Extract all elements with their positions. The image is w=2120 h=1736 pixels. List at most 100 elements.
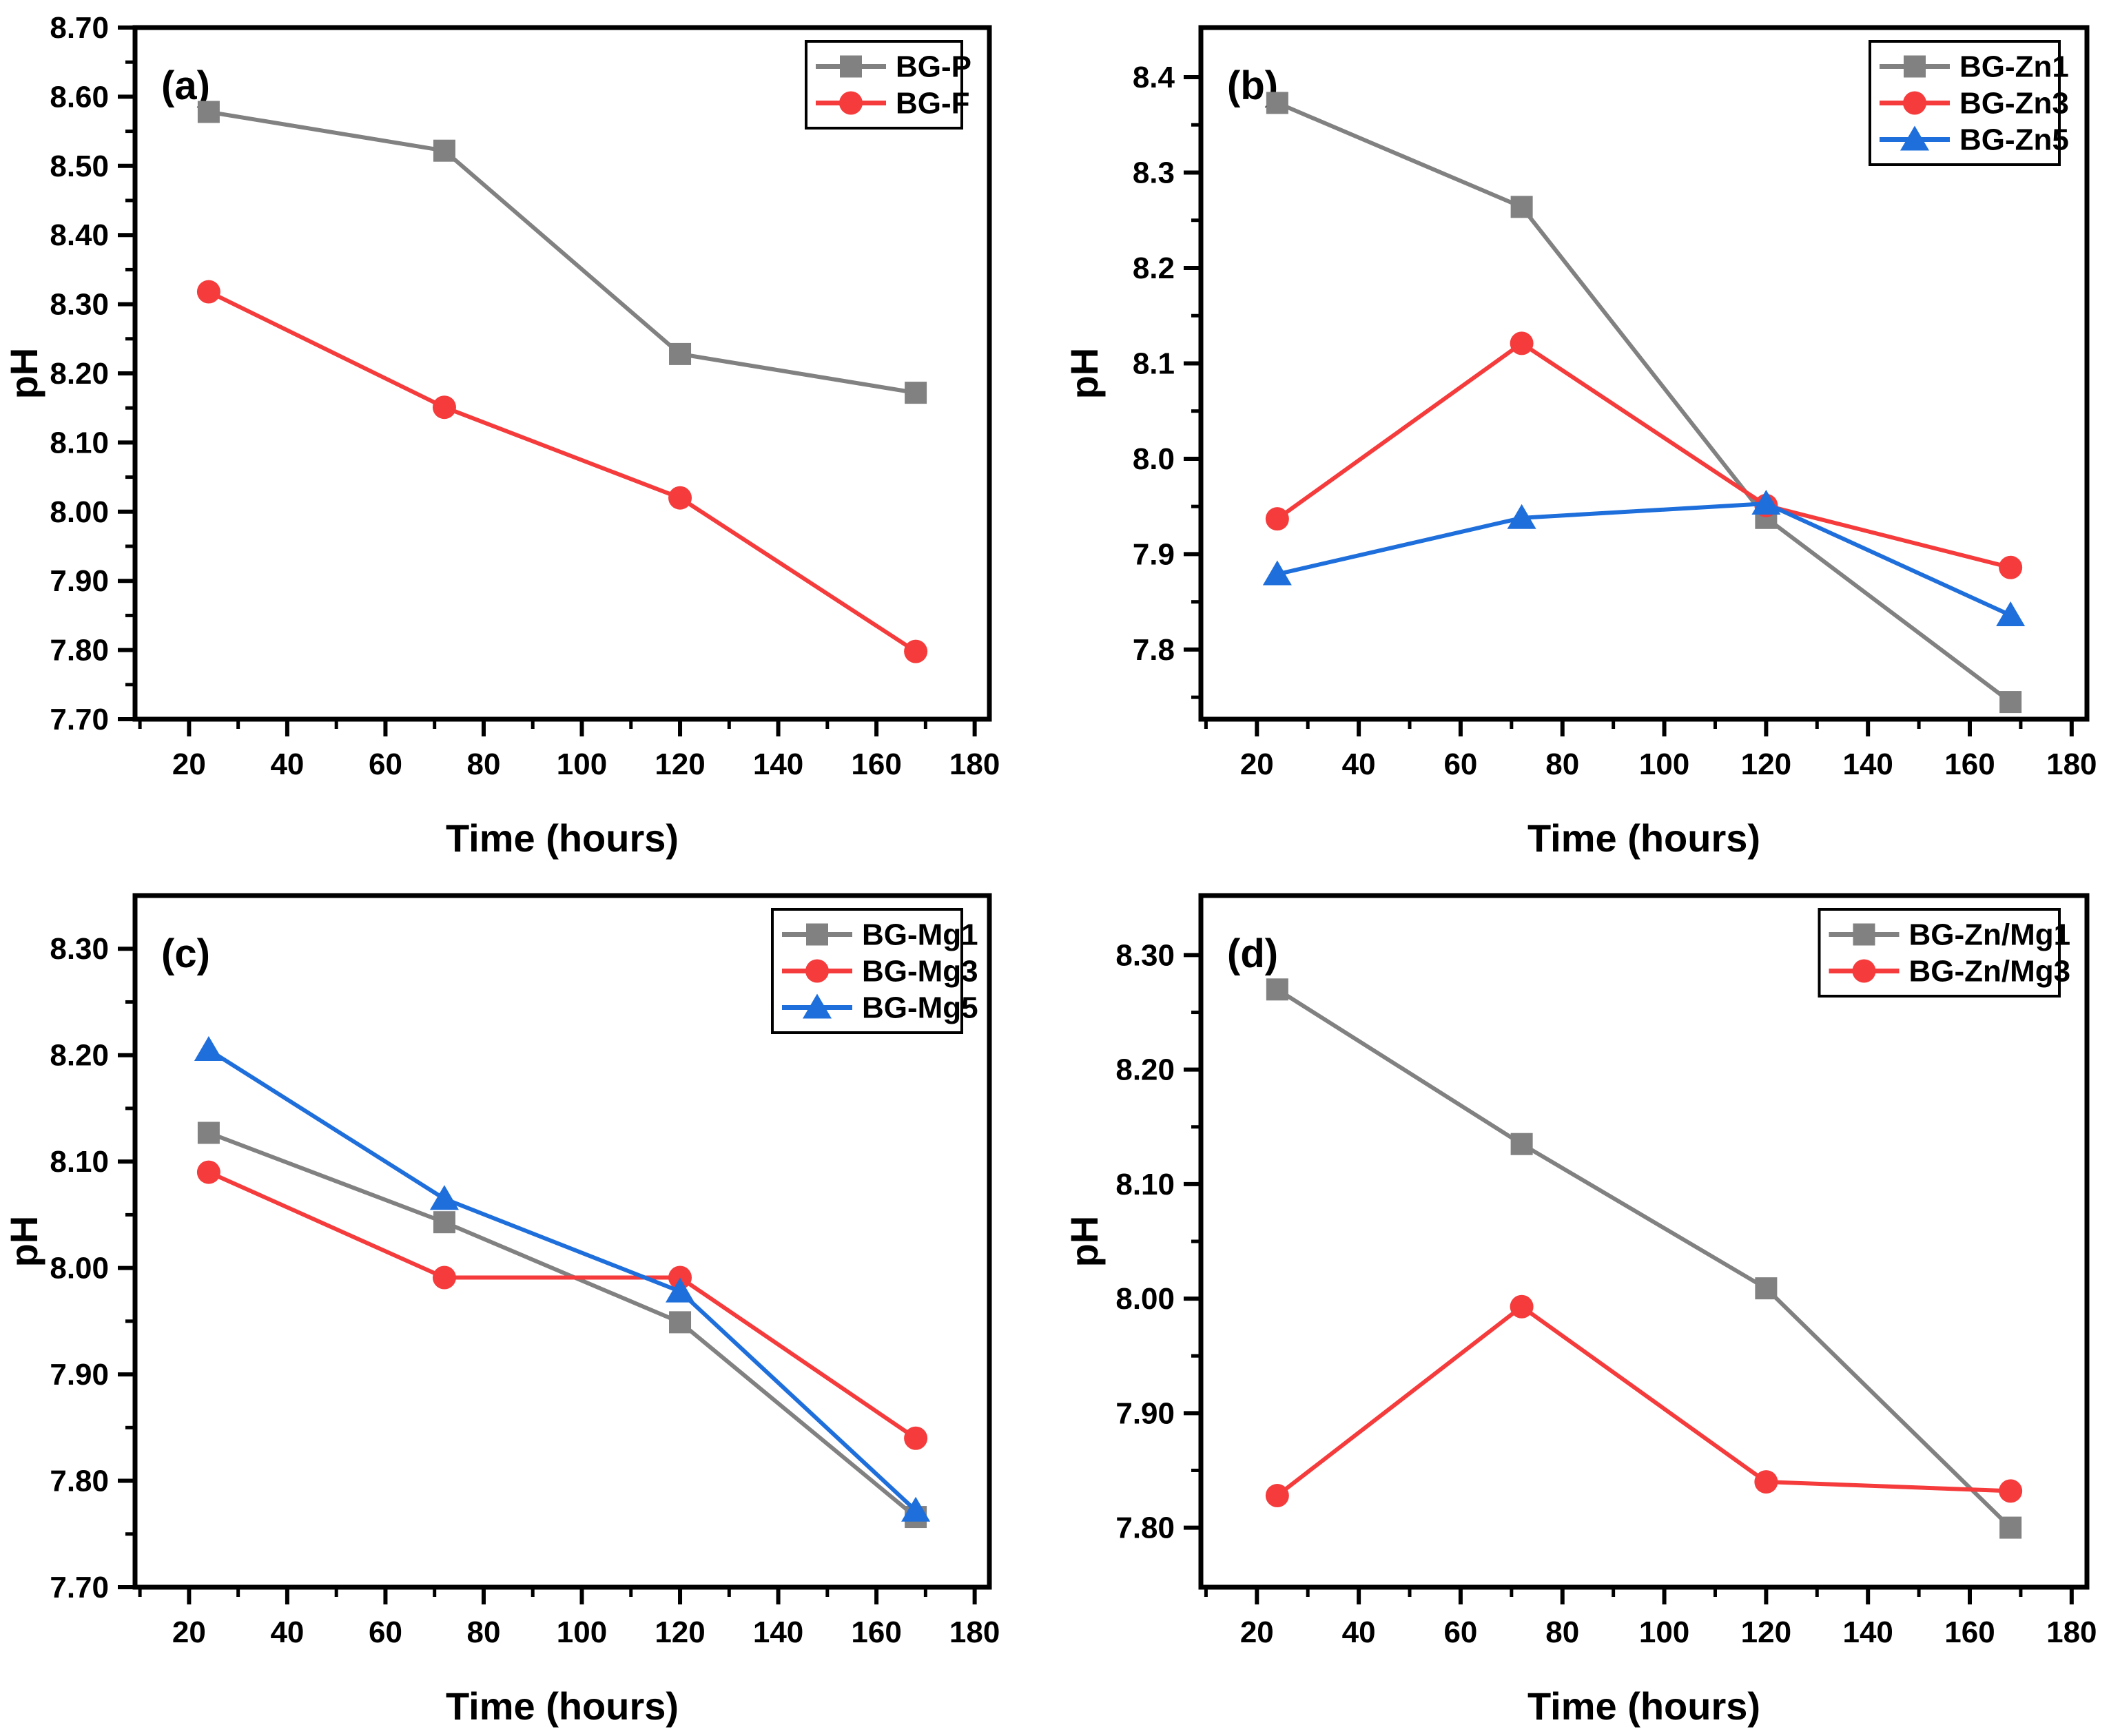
series-line-BG-P bbox=[208, 110, 916, 395]
panel-letter: (a) bbox=[161, 63, 210, 108]
plot-frame bbox=[132, 893, 992, 1590]
y-tick-label: 7.80 bbox=[50, 634, 109, 668]
legend-label: BG-Zn/Mg1 bbox=[1909, 918, 2071, 952]
legend-item-BG-Mg5: BG-Mg5 bbox=[782, 991, 978, 1025]
series-BG-Mg3 bbox=[196, 1160, 928, 1450]
y-tick-label: 7.70 bbox=[50, 703, 109, 736]
series-line-BG-Mg1 bbox=[207, 1130, 918, 1519]
x-axis-title: Time (hours) bbox=[1527, 1684, 1760, 1728]
x-tick-label: 20 bbox=[1240, 1615, 1274, 1649]
data-point-BG-Zn3 bbox=[1999, 555, 2023, 579]
chart-canvas-c: 20 40 60 80 100 120 140 160 180 7.70 7.80 7.90 8.00 8… bbox=[2, 893, 1000, 1728]
x-tick-label: 60 bbox=[1443, 1615, 1477, 1649]
x-tick-label: 160 bbox=[1944, 747, 1995, 781]
plot-frame bbox=[1198, 893, 2090, 1590]
x-tick-label: 140 bbox=[753, 1615, 803, 1649]
y-tick-label: 8.50 bbox=[50, 149, 109, 183]
y-tick-label: 8.60 bbox=[50, 80, 109, 114]
y-axis-title: pH bbox=[2, 348, 45, 400]
data-point-BG-Zn/Mg3 bbox=[1265, 1484, 1289, 1508]
legend-item-BG-Mg1: BG-Mg1 bbox=[782, 918, 978, 952]
legend-marker-square bbox=[840, 55, 862, 78]
data-point-BG-Zn5 bbox=[1996, 601, 2026, 627]
y-tick-label: 8.20 bbox=[1115, 1053, 1175, 1087]
x-tick-label: 100 bbox=[557, 747, 607, 781]
series-line-BG-Zn5 bbox=[1277, 501, 2012, 617]
x-tick-label: 180 bbox=[2046, 1615, 2097, 1649]
x-tick-label: 80 bbox=[467, 1615, 501, 1649]
x-tick-label: 40 bbox=[270, 1615, 304, 1649]
legend-marker-square bbox=[806, 923, 828, 946]
y-tick-label: 7.9 bbox=[1133, 537, 1175, 571]
series-BG-Zn3 bbox=[1265, 331, 2023, 579]
legend-item-BG-P: BG-P bbox=[816, 50, 971, 84]
series-BG-Zn/Mg1 bbox=[1266, 978, 2022, 1539]
series-line-BG-Mg5 bbox=[207, 1048, 918, 1512]
x-tick-label: 140 bbox=[753, 747, 803, 781]
x-tick-label: 160 bbox=[1944, 1615, 1995, 1649]
data-point-BG-Mg3 bbox=[432, 1265, 456, 1290]
x-tick-label: 180 bbox=[949, 1615, 1000, 1649]
data-point-BG-Zn5 bbox=[1262, 560, 1292, 586]
data-point-BG-P bbox=[197, 101, 220, 123]
x-tick-label: 40 bbox=[1342, 747, 1376, 781]
y-tick-label: 7.80 bbox=[1115, 1511, 1175, 1545]
data-point-BG-P bbox=[905, 382, 927, 404]
legend-item-BG-F: BG-F bbox=[816, 87, 970, 121]
x-tick-label: 180 bbox=[2046, 747, 2097, 781]
panel-letter: (c) bbox=[161, 931, 210, 976]
data-point-BG-Mg1 bbox=[669, 1311, 692, 1334]
legend-item-BG-Zn1: BG-Zn1 bbox=[1880, 50, 2069, 84]
x-tick-label: 120 bbox=[655, 1615, 705, 1649]
data-point-BG-F bbox=[668, 486, 692, 510]
data-point-BG-Zn5 bbox=[1507, 504, 1536, 529]
data-point-BG-Mg5 bbox=[901, 1496, 931, 1522]
series-line-BG-F bbox=[207, 289, 917, 654]
x-tick-label: 140 bbox=[1842, 747, 1893, 781]
series-BG-Mg1 bbox=[197, 1122, 927, 1529]
legend-item-BG-Mg3: BG-Mg3 bbox=[782, 955, 978, 989]
y-tick-label: 8.30 bbox=[1115, 938, 1175, 972]
data-point-BG-Mg5 bbox=[194, 1035, 223, 1061]
x-tick-label: 120 bbox=[1741, 1615, 1791, 1649]
series-line-BG-Mg3 bbox=[207, 1170, 917, 1440]
y-tick-label: 7.90 bbox=[50, 1358, 109, 1392]
data-point-BG-P bbox=[669, 342, 692, 365]
x-axis: 20 40 60 80 100 120 140 160 180 bbox=[1204, 719, 2097, 781]
x-tick-label: 40 bbox=[270, 747, 304, 781]
y-tick-label: 8.40 bbox=[50, 218, 109, 252]
x-tick-label: 100 bbox=[1639, 1615, 1689, 1649]
panel-letter: (d) bbox=[1227, 931, 1278, 976]
series-BG-Zn1 bbox=[1266, 92, 2022, 714]
x-tick-label: 60 bbox=[1443, 747, 1477, 781]
y-tick-label: 8.70 bbox=[50, 11, 109, 45]
x-axis: 20 40 60 80 100 120 140 160 180 bbox=[138, 1587, 1000, 1649]
legend-item-BG-Zn5: BG-Zn5 bbox=[1880, 123, 2069, 157]
legend-item-BG-Zn3: BG-Zn3 bbox=[1880, 87, 2069, 121]
y-tick-label: 8.10 bbox=[1115, 1168, 1175, 1201]
x-tick-label: 120 bbox=[1741, 747, 1791, 781]
legend-marker-triangle bbox=[803, 993, 832, 1019]
data-point-BG-Zn/Mg1 bbox=[1999, 1516, 2022, 1539]
legend-marker-triangle bbox=[1900, 125, 1929, 151]
data-point-BG-F bbox=[904, 639, 928, 663]
y-axis-title: pH bbox=[2, 1216, 45, 1268]
legend-label: BG-Mg5 bbox=[862, 991, 978, 1025]
series-BG-Mg5 bbox=[194, 1035, 931, 1522]
legend-item-BG-Zn/Mg1: BG-Zn/Mg1 bbox=[1829, 918, 2071, 952]
y-axis: 7.8 7.9 8.0 8.1 8.2 8.3 8.4 bbox=[1133, 61, 1201, 699]
y-tick-label: 8.1 bbox=[1133, 347, 1175, 380]
y-tick-label: 7.80 bbox=[50, 1465, 109, 1498]
y-tick-label: 8.00 bbox=[1115, 1282, 1175, 1316]
x-tick-label: 160 bbox=[851, 747, 901, 781]
x-axis-title: Time (hours) bbox=[1527, 816, 1760, 860]
series-BG-Zn/Mg3 bbox=[1265, 1294, 2023, 1508]
series-line-BG-Zn1 bbox=[1276, 101, 2012, 704]
y-axis: 7.70 7.80 7.90 8.00 8.10 8.20 8.30 bbox=[50, 932, 135, 1604]
y-tick-label: 8.10 bbox=[50, 1145, 109, 1179]
legend-label: BG-P bbox=[896, 50, 971, 84]
data-point-BG-Zn/Mg1 bbox=[1266, 978, 1288, 1001]
legend-label: BG-Zn3 bbox=[1959, 87, 2069, 121]
